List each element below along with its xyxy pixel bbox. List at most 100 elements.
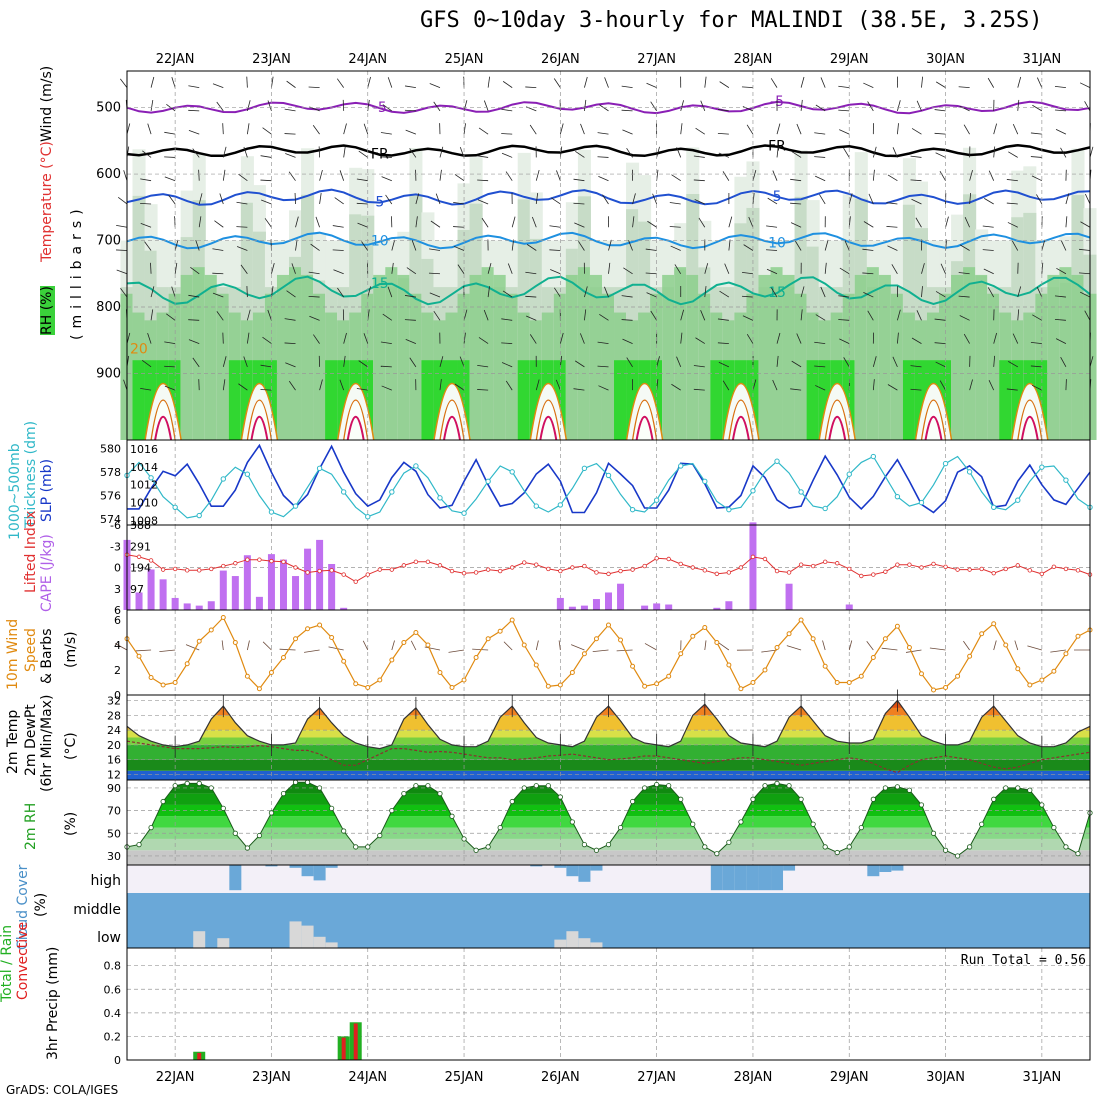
upper-wind-barb xyxy=(140,223,152,228)
lifted-index-point xyxy=(497,568,503,574)
lifted-index-point xyxy=(738,565,744,570)
lifted-index-point xyxy=(570,565,575,570)
wind10m-tick: 2 xyxy=(114,664,121,677)
lifted-index-point xyxy=(931,561,936,567)
rh2m-point xyxy=(569,819,575,825)
temp25-contour xyxy=(828,416,847,441)
upper-wind-barb xyxy=(457,264,465,275)
upper-tick: 900 xyxy=(96,367,121,382)
upper-wind-barb xyxy=(525,295,537,298)
rh-shade xyxy=(963,267,977,440)
upper-wind-barb xyxy=(776,146,779,158)
thickness-point xyxy=(1039,464,1045,470)
rh2m-point xyxy=(401,790,407,797)
thickness-point xyxy=(605,472,612,479)
rh2m-point xyxy=(545,783,551,789)
upper-wind-barb xyxy=(1060,357,1067,368)
upper-wind-barb xyxy=(192,148,200,158)
cape-bar xyxy=(195,605,203,610)
upper-wind-barb xyxy=(969,379,973,391)
upper-wind-barb xyxy=(308,296,320,298)
cape-bar xyxy=(580,605,588,610)
upper-wind-barb xyxy=(993,355,996,367)
upper-wind-barb xyxy=(815,385,826,391)
rh2m-point xyxy=(581,841,588,848)
lifted-index-point xyxy=(221,563,226,569)
cape-bar xyxy=(725,601,733,610)
cape-bar xyxy=(749,522,757,610)
upper-wind-barb xyxy=(776,355,779,367)
thickness-point xyxy=(918,499,925,506)
thickness-point xyxy=(894,493,901,500)
cloud-high-bar xyxy=(289,865,302,868)
upper-wind-barb xyxy=(188,339,200,344)
rh2m-point xyxy=(654,781,660,788)
upper-wind-barb xyxy=(483,309,489,321)
upper-wind-barb xyxy=(790,178,802,182)
upper-wind-barb xyxy=(897,100,901,111)
wind10m-barb xyxy=(866,641,874,651)
rh-shade xyxy=(782,274,796,440)
upper-wind-barb xyxy=(959,105,970,112)
cloud-low-bar xyxy=(217,938,230,948)
lifted-index-point xyxy=(642,563,647,569)
upper-wind-barb xyxy=(573,388,585,391)
upper-wind-barb xyxy=(529,124,537,135)
upper-wind-barb xyxy=(332,225,344,228)
rh2m-point xyxy=(377,832,383,839)
upper-wind-barb xyxy=(1060,240,1067,251)
upper-wind-barb xyxy=(820,286,826,298)
wind10m-point xyxy=(762,667,768,673)
upper-units-label: (millibars) xyxy=(69,203,85,340)
rh2m-point xyxy=(810,821,816,827)
day-label-bottom: 27JAN xyxy=(637,1070,676,1085)
cloud-low-bar xyxy=(325,942,338,948)
upper-wind-barb xyxy=(429,292,441,298)
wind10m-point xyxy=(401,640,407,645)
li-tick: 6 xyxy=(114,604,121,617)
upper-wind-barb xyxy=(288,171,296,181)
wind10m-point xyxy=(305,626,311,632)
thickness-point xyxy=(774,458,780,464)
rh2m-point xyxy=(172,783,178,789)
upper-wind-barb xyxy=(680,332,683,344)
slp-tick: 1008 xyxy=(130,515,158,528)
lifted-index-point xyxy=(558,568,563,574)
upper-wind-barb xyxy=(505,171,513,181)
lifted-index-point xyxy=(594,570,599,575)
upper-wind-barb xyxy=(741,295,753,298)
thickness-point xyxy=(726,506,732,513)
upper-wind-barb xyxy=(240,264,248,275)
wind10m-point xyxy=(293,636,299,642)
upper-wind-barb xyxy=(380,132,392,135)
upper-wind-barb xyxy=(680,123,683,135)
upper-wind-barb xyxy=(574,360,585,368)
upper-wind-barb xyxy=(993,123,998,135)
isotherm-label-FR: FR xyxy=(371,147,389,163)
upper-wind-barb xyxy=(1079,248,1091,251)
upper-wind-barb xyxy=(380,156,392,158)
rh2m-point xyxy=(882,785,888,791)
upper-wind-barb xyxy=(680,309,685,321)
isotherm-label-10: 10 xyxy=(371,234,389,250)
upper-wind-barb xyxy=(116,269,128,275)
upper-wind-barb xyxy=(887,245,898,251)
wind10m-barb xyxy=(848,640,853,651)
cape-bar xyxy=(568,606,576,610)
upper-wind-barb xyxy=(535,169,540,181)
upper-wind-barb xyxy=(795,240,802,251)
upper-wind-barb xyxy=(824,262,827,274)
wind10m-point xyxy=(413,630,419,635)
upper-wind-barb xyxy=(597,156,609,158)
upper-wind-barb xyxy=(935,361,946,368)
upper-wind-barb xyxy=(550,197,561,205)
wind10m-point xyxy=(834,680,840,685)
cloud-low-bar xyxy=(301,925,314,948)
upper-tick: 500 xyxy=(96,101,121,116)
temp-band xyxy=(127,770,1090,775)
wind10m-point xyxy=(268,670,274,675)
lifted-index-point xyxy=(606,571,611,577)
upper-wind-barb xyxy=(140,387,152,391)
rh2m-point xyxy=(822,844,828,850)
upper-wind-barb xyxy=(507,263,513,274)
